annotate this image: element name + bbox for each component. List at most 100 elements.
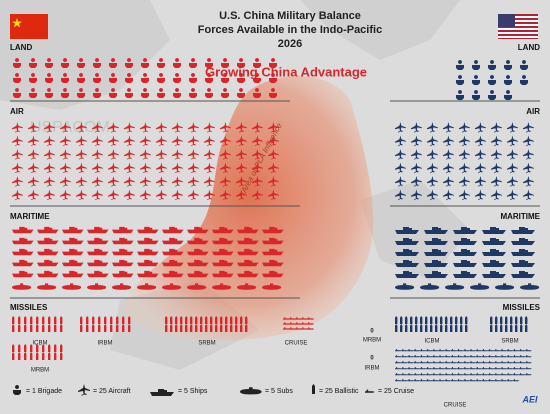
icon (37, 259, 59, 267)
icon (230, 316, 233, 324)
icon (289, 322, 297, 325)
icon (453, 227, 477, 234)
icon (37, 283, 57, 290)
icon (61, 88, 69, 98)
icon (29, 58, 37, 68)
icon (18, 324, 21, 332)
icon (76, 122, 87, 133)
icon (525, 361, 532, 364)
icon (440, 324, 443, 332)
icon (512, 349, 520, 352)
icon (506, 379, 514, 382)
icon (137, 237, 159, 245)
icon (289, 327, 297, 330)
icon (426, 373, 433, 376)
icon (420, 324, 423, 332)
icon (301, 317, 309, 320)
icon (410, 316, 413, 324)
icon (92, 176, 103, 187)
icon (407, 373, 414, 376)
icon (60, 122, 71, 133)
section-label: MARITIME (10, 212, 50, 221)
icon (269, 58, 277, 68)
icon (475, 373, 483, 376)
icon (504, 75, 512, 85)
icon (141, 88, 149, 98)
icon (60, 162, 71, 174)
icon (450, 355, 458, 358)
icon (187, 259, 209, 267)
icon (523, 162, 534, 174)
icon (93, 88, 101, 98)
icon (520, 283, 540, 290)
icon (210, 324, 213, 332)
icon (506, 373, 514, 376)
icon (93, 73, 101, 83)
icon (432, 379, 439, 382)
icon (401, 349, 408, 352)
icon (411, 176, 422, 187)
icon (490, 316, 493, 324)
icon (237, 88, 245, 98)
icon (172, 189, 183, 201)
icon (18, 316, 21, 324)
icon (140, 122, 151, 133)
icon (435, 324, 438, 332)
icon (235, 316, 238, 324)
icon (395, 189, 406, 201)
icon (395, 176, 406, 187)
icon (125, 73, 133, 83)
section-label: MARITIME (500, 212, 540, 221)
icon (511, 271, 535, 278)
icon (510, 324, 513, 332)
icon (443, 176, 454, 187)
icon (109, 58, 117, 68)
icon (295, 327, 303, 330)
icon (401, 379, 408, 382)
icon (432, 355, 439, 358)
icon (395, 135, 406, 147)
icon (426, 361, 433, 364)
icon (220, 324, 223, 332)
icon (29, 88, 37, 98)
icon (445, 324, 448, 332)
legend-text: = 25 Aircraft (93, 388, 131, 395)
icon (221, 88, 229, 98)
icon (28, 122, 39, 133)
icon (262, 259, 284, 267)
section-label: LAND (10, 43, 32, 52)
icon (488, 379, 495, 382)
icon (395, 238, 419, 245)
missile-type: CRUISE (444, 403, 467, 409)
icon (268, 149, 279, 160)
legend-icon (240, 387, 262, 395)
icon (252, 162, 263, 174)
icon (494, 379, 501, 382)
icon (188, 122, 199, 133)
icon (525, 373, 532, 376)
icon (18, 352, 21, 360)
icon (48, 344, 51, 352)
icon (444, 367, 452, 370)
icon (283, 322, 291, 325)
icon (112, 248, 134, 256)
icon (245, 316, 248, 324)
icon (413, 379, 421, 382)
icon (189, 73, 197, 83)
icon (465, 324, 468, 332)
icon-group (12, 344, 63, 360)
icon (262, 270, 284, 278)
icon (156, 176, 167, 187)
icon (450, 316, 453, 324)
icon (525, 349, 532, 352)
icon (511, 238, 535, 245)
icon (491, 176, 502, 187)
icon (481, 349, 489, 352)
icon (180, 316, 183, 324)
icon (295, 317, 303, 320)
icon (188, 176, 199, 187)
china-flag (10, 14, 48, 39)
icon (200, 324, 203, 332)
section-label: MISSILES (503, 303, 541, 312)
